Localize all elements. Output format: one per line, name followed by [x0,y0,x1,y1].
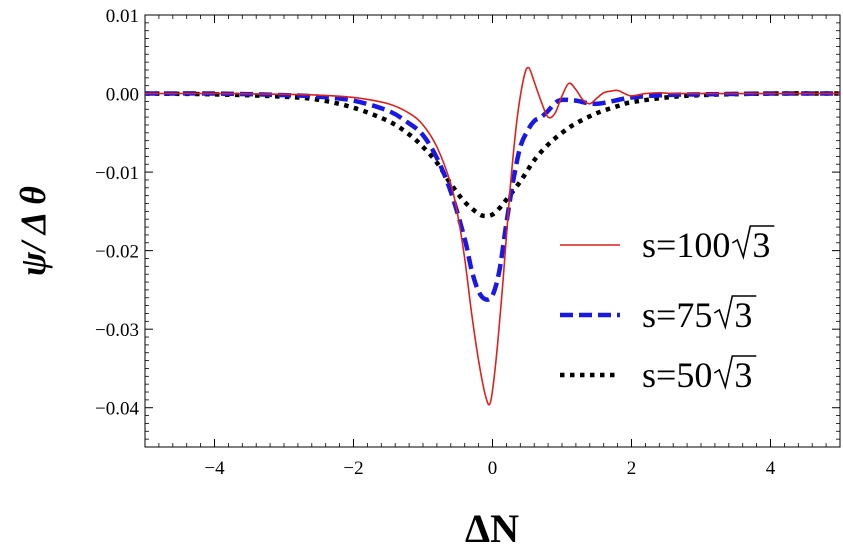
legend-radical-0 [731,225,775,260]
y-tick-label: −0.01 [95,163,139,184]
axis-ticks [144,14,841,448]
y-tick-label: −0.02 [95,242,139,263]
series-lines [145,66,840,406]
x-tick-label: −4 [204,458,225,479]
legend-label-2: s=50 [642,355,712,395]
legend-label-0: s=100 [642,225,730,265]
legend-radicand-2: 3 [734,355,752,395]
legend-radicand-0: 3 [752,225,770,265]
legend-radical-2 [713,355,757,390]
y-axis-title: ψ/ Δ θ [13,186,53,276]
x-tick-label: 0 [488,458,498,479]
x-tick-label: 2 [627,458,637,479]
axis-tick-labels: −4 −2 0 2 4 0.01 0.00 −0.01 −0.02 −0.03 −0.04 [95,6,776,479]
x-axis-title: ΔN [465,506,519,551]
x-tick-label: −2 [343,458,363,479]
series-line-0 [145,66,840,406]
y-tick-label: −0.04 [95,399,139,420]
legend-radicand-1: 3 [734,295,752,335]
series-line-2 [145,91,840,219]
y-tick-label: −0.03 [95,320,139,341]
legend-radical-1 [713,295,757,330]
plot-area [145,66,840,406]
x-tick-label: 4 [766,458,776,479]
y-tick-label: 0.01 [106,6,139,27]
legend: s=100 3s=75 3s=50 3 [560,225,775,395]
legend-label-1: s=75 [642,295,712,335]
series-line-1 [145,91,840,302]
y-tick-label: 0.00 [106,85,139,106]
